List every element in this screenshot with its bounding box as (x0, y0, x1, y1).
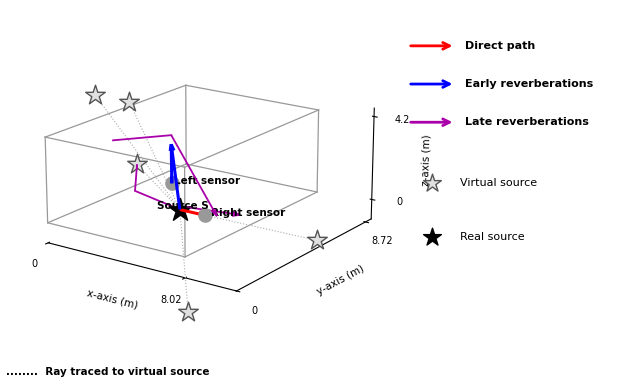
Text: Real source: Real source (460, 232, 525, 242)
X-axis label: x-axis (m): x-axis (m) (86, 288, 139, 310)
Point (426, 234, 436, 240)
Y-axis label: y-axis (m): y-axis (m) (316, 264, 366, 297)
Text: Late reverberations: Late reverberations (465, 117, 589, 127)
Text: ........  Ray traced to virtual source: ........ Ray traced to virtual source (6, 367, 210, 377)
Point (426, 180, 436, 186)
Text: Virtual source: Virtual source (460, 178, 537, 188)
Text: Early reverberations: Early reverberations (465, 79, 593, 89)
Text: Direct path: Direct path (465, 41, 535, 51)
